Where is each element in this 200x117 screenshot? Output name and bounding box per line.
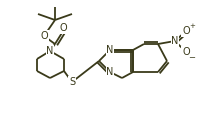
Text: O: O [182, 26, 190, 36]
Text: N: N [106, 45, 114, 55]
Text: +: + [189, 23, 195, 29]
Text: S: S [69, 77, 75, 87]
Text: N: N [106, 67, 114, 77]
Text: N: N [171, 36, 179, 46]
Text: N: N [46, 46, 54, 56]
Text: O: O [40, 31, 48, 41]
Text: −: − [188, 53, 196, 62]
Text: O: O [59, 23, 67, 33]
Text: O: O [182, 47, 190, 57]
